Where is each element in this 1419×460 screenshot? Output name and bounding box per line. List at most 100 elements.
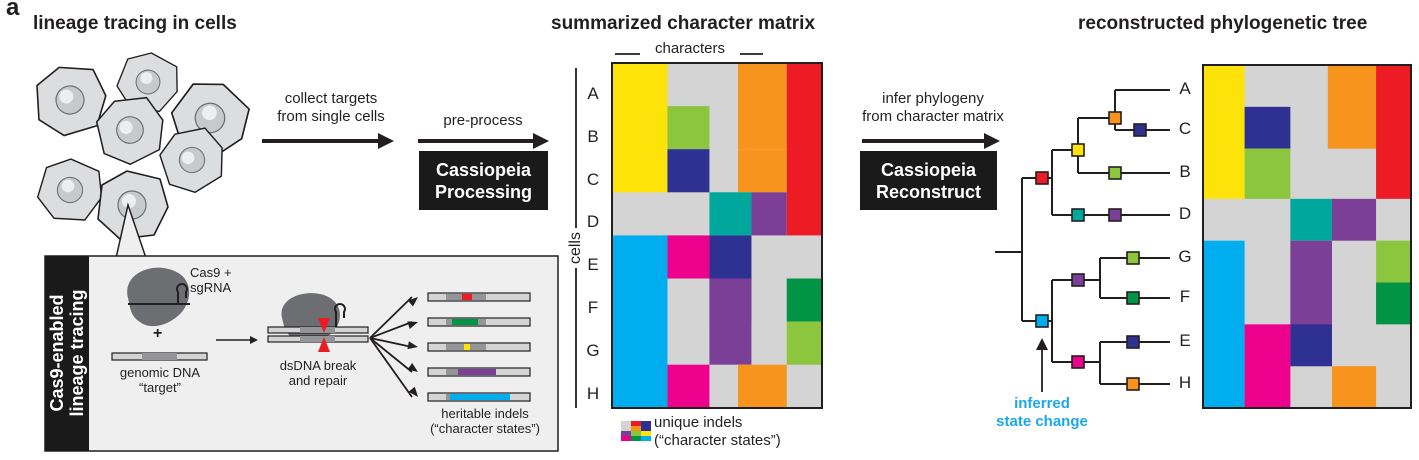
middle-section-title: summarized character matrix xyxy=(551,13,816,34)
matrix-cell xyxy=(612,235,668,408)
annotation-arrow xyxy=(1036,338,1048,392)
infer-label: infer phylogeny from character matrix xyxy=(858,90,1008,126)
fan-arrow xyxy=(369,296,418,339)
matrix-border xyxy=(1202,64,1412,409)
tree-node xyxy=(1035,171,1049,185)
reconstruct-box-line2: Reconstruct xyxy=(875,181,982,202)
indel-bar xyxy=(427,317,531,327)
matrix-cell xyxy=(667,235,710,279)
genomic-label-line1: genomic DNA xyxy=(119,365,201,380)
matrix-cell xyxy=(1203,240,1245,408)
inferred-state-change-label: inferred state change xyxy=(992,395,1092,431)
matrix-cell xyxy=(1331,198,1377,241)
break-label: dsDNA break and repair xyxy=(268,358,368,388)
break-label-line2: and repair xyxy=(288,373,348,388)
preprocess-arrow xyxy=(418,133,549,149)
left-section-title: lineage tracing in cells xyxy=(33,13,237,34)
tree-leaf-label: D xyxy=(1178,204,1192,223)
processing-box-line2: Processing xyxy=(434,181,533,202)
tree-node xyxy=(1133,123,1147,137)
cassiopeia-reconstruct-box: Cassiopeia Reconstruct xyxy=(860,151,997,210)
matrix-cell xyxy=(667,149,710,193)
matrix-cell xyxy=(1203,65,1245,199)
legend-label-line2: (“character states”) xyxy=(654,432,781,449)
tree-node xyxy=(1035,314,1049,328)
collect-label: collect targets from single cells xyxy=(266,90,396,126)
legend-swatch xyxy=(631,431,641,436)
panel-letter: a xyxy=(6,0,20,21)
matrix-cell xyxy=(1331,366,1377,408)
reordered-matrix xyxy=(1202,64,1412,409)
matrix-cell xyxy=(1376,240,1411,283)
arrow-to-break xyxy=(216,336,258,344)
inset-side-bar xyxy=(45,256,89,451)
fan-arrow xyxy=(369,321,418,339)
indel-bar xyxy=(427,392,531,402)
fan-arrow xyxy=(369,337,418,373)
matrix-cell xyxy=(612,63,668,193)
tree-leaf-label: B xyxy=(1179,162,1191,181)
matrix-row-label: E xyxy=(587,255,599,275)
infer-label-line1: infer phylogeny xyxy=(882,90,984,107)
cell-icon xyxy=(97,170,169,240)
side-label-line1: Cas9-enabled xyxy=(47,294,67,412)
cas9-label: Cas9 + sgRNA xyxy=(190,265,232,295)
matrix-cell xyxy=(1244,106,1291,149)
tree-node xyxy=(1126,251,1140,265)
cell-icon xyxy=(159,127,223,194)
genomic-dna-icon xyxy=(111,352,208,361)
tree-node xyxy=(1126,335,1140,349)
cas9-protein-icon xyxy=(127,267,190,327)
matrix-cell xyxy=(709,278,752,365)
tree-leaf-label: G xyxy=(1178,247,1192,266)
cell-icon xyxy=(95,96,164,166)
tree-node xyxy=(1071,273,1085,287)
matrix-row-label: H xyxy=(586,383,600,403)
fan-arrows xyxy=(369,296,418,398)
indel-bar xyxy=(427,342,531,352)
cas9-label-line1: Cas9 + xyxy=(190,265,232,280)
tree-leaf-label: C xyxy=(1178,119,1192,138)
collect-label-line2: from single cells xyxy=(277,108,385,125)
legend-swatch xyxy=(641,421,651,431)
matrix-row-label: B xyxy=(587,126,599,146)
character-matrix xyxy=(611,62,823,409)
matrix-row-label: F xyxy=(587,298,599,317)
preprocess-label: pre-process xyxy=(443,112,523,129)
matrix-cell xyxy=(738,364,787,408)
legend-swatch xyxy=(631,426,641,431)
legend-swatch xyxy=(621,431,631,436)
genomic-label-line2: “target” xyxy=(139,380,181,395)
cassiopeia-processing-box: Cassiopeia Processing xyxy=(419,151,548,210)
tree-leaf-label: E xyxy=(1179,331,1191,350)
indels-label-line1: heritable indels xyxy=(441,406,529,421)
matrix-cell xyxy=(738,63,787,150)
indel-bar xyxy=(427,292,531,302)
tree-node xyxy=(1071,355,1085,369)
side-label-line2: lineage tracing xyxy=(67,289,87,417)
tree-node xyxy=(1108,111,1122,125)
collect-label-line1: collect targets xyxy=(284,90,378,107)
genomic-dna-label: genomic DNA “target” xyxy=(105,365,215,395)
tree-leaf-label: F xyxy=(1179,287,1191,306)
tree-node xyxy=(1071,208,1085,222)
characters-label: characters xyxy=(640,40,740,58)
tree-node xyxy=(1126,377,1140,391)
matrix-cell xyxy=(667,106,710,150)
indels-label: heritable indels (“character states”) xyxy=(425,406,545,436)
right-section-title: reconstructed phylogenetic tree xyxy=(1078,13,1368,34)
reconstruct-box-line1: Cassiopeia xyxy=(880,159,977,180)
fan-arrow xyxy=(369,337,418,398)
matrix-cell xyxy=(751,192,787,236)
tree-leaf-label: A xyxy=(1179,79,1191,98)
matrix-row-label: A xyxy=(587,84,599,103)
matrix-cell xyxy=(1327,65,1377,149)
cell-icon xyxy=(116,52,178,113)
indel-bars xyxy=(427,292,531,402)
dsdna-break-icon xyxy=(267,293,369,352)
collect-arrow xyxy=(262,133,394,149)
matrix-row-label: C xyxy=(586,169,600,189)
tree-node xyxy=(1108,208,1122,222)
matrix-cell xyxy=(667,364,710,408)
